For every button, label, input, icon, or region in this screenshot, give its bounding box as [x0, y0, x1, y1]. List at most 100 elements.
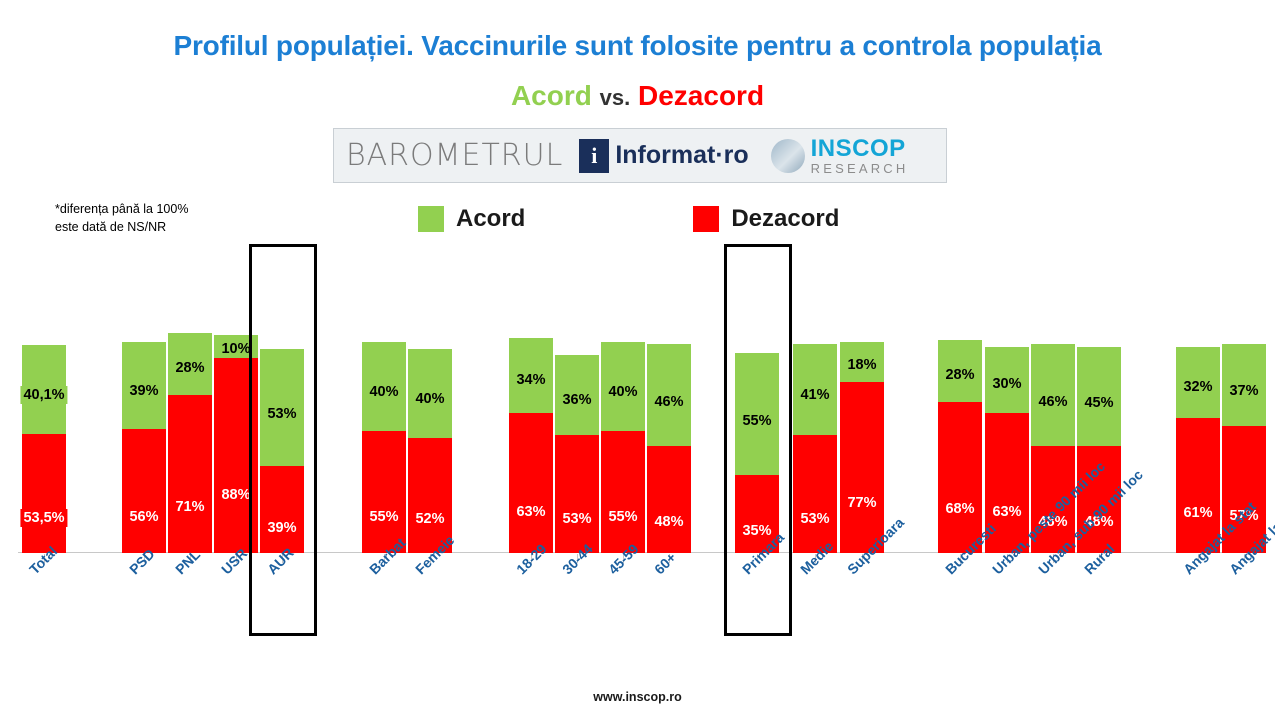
subtitle-vs: vs.	[599, 85, 631, 110]
footer-url: www.inscop.ro	[593, 690, 682, 704]
logo-bar: BAROMETRUL i Informat·ro INSCOP RESEARCH	[333, 128, 947, 183]
x-axis-tick	[144, 554, 145, 563]
bar-label-dezacord: 88%	[218, 486, 254, 505]
bar-segment-dezacord	[408, 437, 452, 553]
subtitle-dezacord: Dezacord	[638, 80, 765, 111]
footnote: *diferența până la 100% este dată de NS/…	[55, 202, 189, 235]
x-axis-tick	[577, 554, 578, 563]
bar-group: 53% 41%	[793, 344, 837, 553]
bar-label-acord: 55%	[739, 412, 775, 431]
inscop-logo: INSCOP RESEARCH	[770, 134, 909, 176]
legend-swatch-acord	[418, 206, 444, 232]
bar-label-acord: 37%	[1226, 381, 1262, 400]
legend-label-acord: Acord	[456, 205, 526, 232]
x-axis-tick	[757, 554, 758, 563]
bar-segment-dezacord	[509, 413, 553, 553]
informat-logo-text: Informat·ro	[615, 141, 749, 169]
bar-label-dezacord: 55%	[605, 508, 641, 527]
bar-label-acord: 46%	[651, 392, 687, 411]
chart-plot-area: 53,5% 40,1% 56% 39% 71% 28% 88% 10% 39% 53% 55% 40%…	[0, 240, 1275, 636]
bar-label-acord: 28%	[942, 366, 978, 385]
bar-group: 55% 40%	[601, 342, 645, 553]
bar-label-acord: 45%	[1081, 393, 1117, 412]
bar-label-acord: 53%	[264, 405, 300, 424]
x-axis-tick	[44, 554, 45, 563]
bar-label-dezacord: 39%	[264, 519, 300, 538]
chart-legend: Acord Dezacord	[418, 205, 839, 233]
legend-item-dezacord: Dezacord	[693, 205, 839, 233]
bar-label-acord: 41%	[797, 386, 833, 405]
bar-label-acord: 30%	[989, 375, 1025, 394]
x-axis-tick	[531, 554, 532, 563]
bar-group: 55% 40%	[362, 342, 406, 553]
bar-label-dezacord: 48%	[1081, 513, 1117, 532]
x-axis-label: 60+	[651, 549, 680, 578]
barometrul-logo-text: BAROMETRUL	[346, 138, 564, 173]
stacked-bar	[555, 355, 599, 553]
inscop-name: INSCOP	[810, 134, 906, 162]
bar-segment-dezacord	[555, 435, 599, 553]
bar-label-dezacord: 77%	[844, 493, 880, 512]
bar-label-dezacord: 63%	[989, 503, 1025, 522]
bar-label-acord: 40%	[366, 382, 402, 401]
bar-segment-dezacord	[793, 435, 837, 553]
bar-segment-dezacord	[1031, 446, 1075, 553]
bar-segment-dezacord	[122, 428, 166, 553]
bar-label-dezacord: 52%	[412, 510, 448, 529]
bar-group: 61% 32%	[1176, 346, 1220, 553]
bar-label-acord: 36%	[559, 391, 595, 410]
bar-group: 52% 40%	[408, 348, 452, 553]
x-axis-tick	[1198, 554, 1199, 563]
bar-group: 63% 34%	[509, 337, 553, 553]
subtitle-acord: Acord	[510, 80, 592, 111]
bar-group: 68% 28%	[938, 339, 982, 553]
bar-label-dezacord: 57%	[1226, 507, 1262, 526]
x-axis-tick	[623, 554, 624, 563]
bar-segment-dezacord	[840, 382, 884, 553]
bar-label-dezacord: 68%	[942, 499, 978, 518]
inscop-sphere-icon	[770, 138, 805, 173]
bar-group: 53,5% 40,1%	[20, 345, 68, 553]
page-title: Profilul populației. Vaccinurile sunt fo…	[173, 30, 1102, 61]
bar-label-dezacord: 55%	[366, 508, 402, 527]
bar-label-dezacord: 53%	[797, 509, 833, 528]
bar-group: 35% 55%	[735, 353, 779, 553]
x-axis-tick	[190, 554, 191, 563]
bar-label-acord: 18%	[844, 356, 880, 375]
bar-label-dezacord: 63%	[513, 503, 549, 522]
bar-group: 48% 45%	[1077, 346, 1121, 553]
bar-segment-dezacord	[1222, 426, 1266, 553]
bar-segment-dezacord	[985, 413, 1029, 553]
x-axis-tick	[1099, 554, 1100, 563]
bar-segment-dezacord	[938, 402, 982, 553]
bar-group: 77% 18%	[840, 342, 884, 553]
bar-label-acord: 40,1%	[20, 386, 68, 405]
x-axis-tick	[669, 554, 670, 563]
x-axis-tick	[236, 554, 237, 563]
inscop-logo-text: INSCOP RESEARCH	[810, 134, 909, 176]
bar-group: 71% 28%	[168, 333, 212, 553]
bar-label-dezacord: 61%	[1180, 504, 1216, 523]
bar-group: 53% 36%	[555, 355, 599, 553]
informat-logo: i Informat·ro	[579, 138, 749, 173]
bar-segment-dezacord	[362, 430, 406, 553]
bar-label-dezacord: 53,5%	[20, 509, 68, 528]
bar-label-dezacord: 53%	[559, 509, 595, 528]
legend-swatch-dezacord	[693, 206, 720, 232]
bar-label-acord: 40%	[605, 382, 641, 401]
bar-group: 48% 46%	[1031, 344, 1075, 553]
bar-segment-dezacord	[260, 466, 304, 553]
bar-label-acord: 39%	[126, 381, 162, 400]
inscop-subtitle: RESEARCH	[810, 160, 909, 176]
x-axis-tick	[282, 554, 283, 563]
bar-segment-dezacord	[22, 434, 66, 553]
bar-label-dezacord: 71%	[172, 497, 208, 516]
x-axis-tick	[1007, 554, 1008, 563]
bar-group: 63% 30%	[985, 346, 1029, 553]
bar-label-acord: 46%	[1035, 392, 1071, 411]
x-axis-tick	[815, 554, 816, 563]
legend-label-dezacord: Dezacord	[731, 205, 840, 232]
x-axis-tick	[1053, 554, 1054, 563]
bar-label-acord: 10%	[218, 339, 254, 358]
bar-group: 48% 46%	[647, 344, 691, 553]
